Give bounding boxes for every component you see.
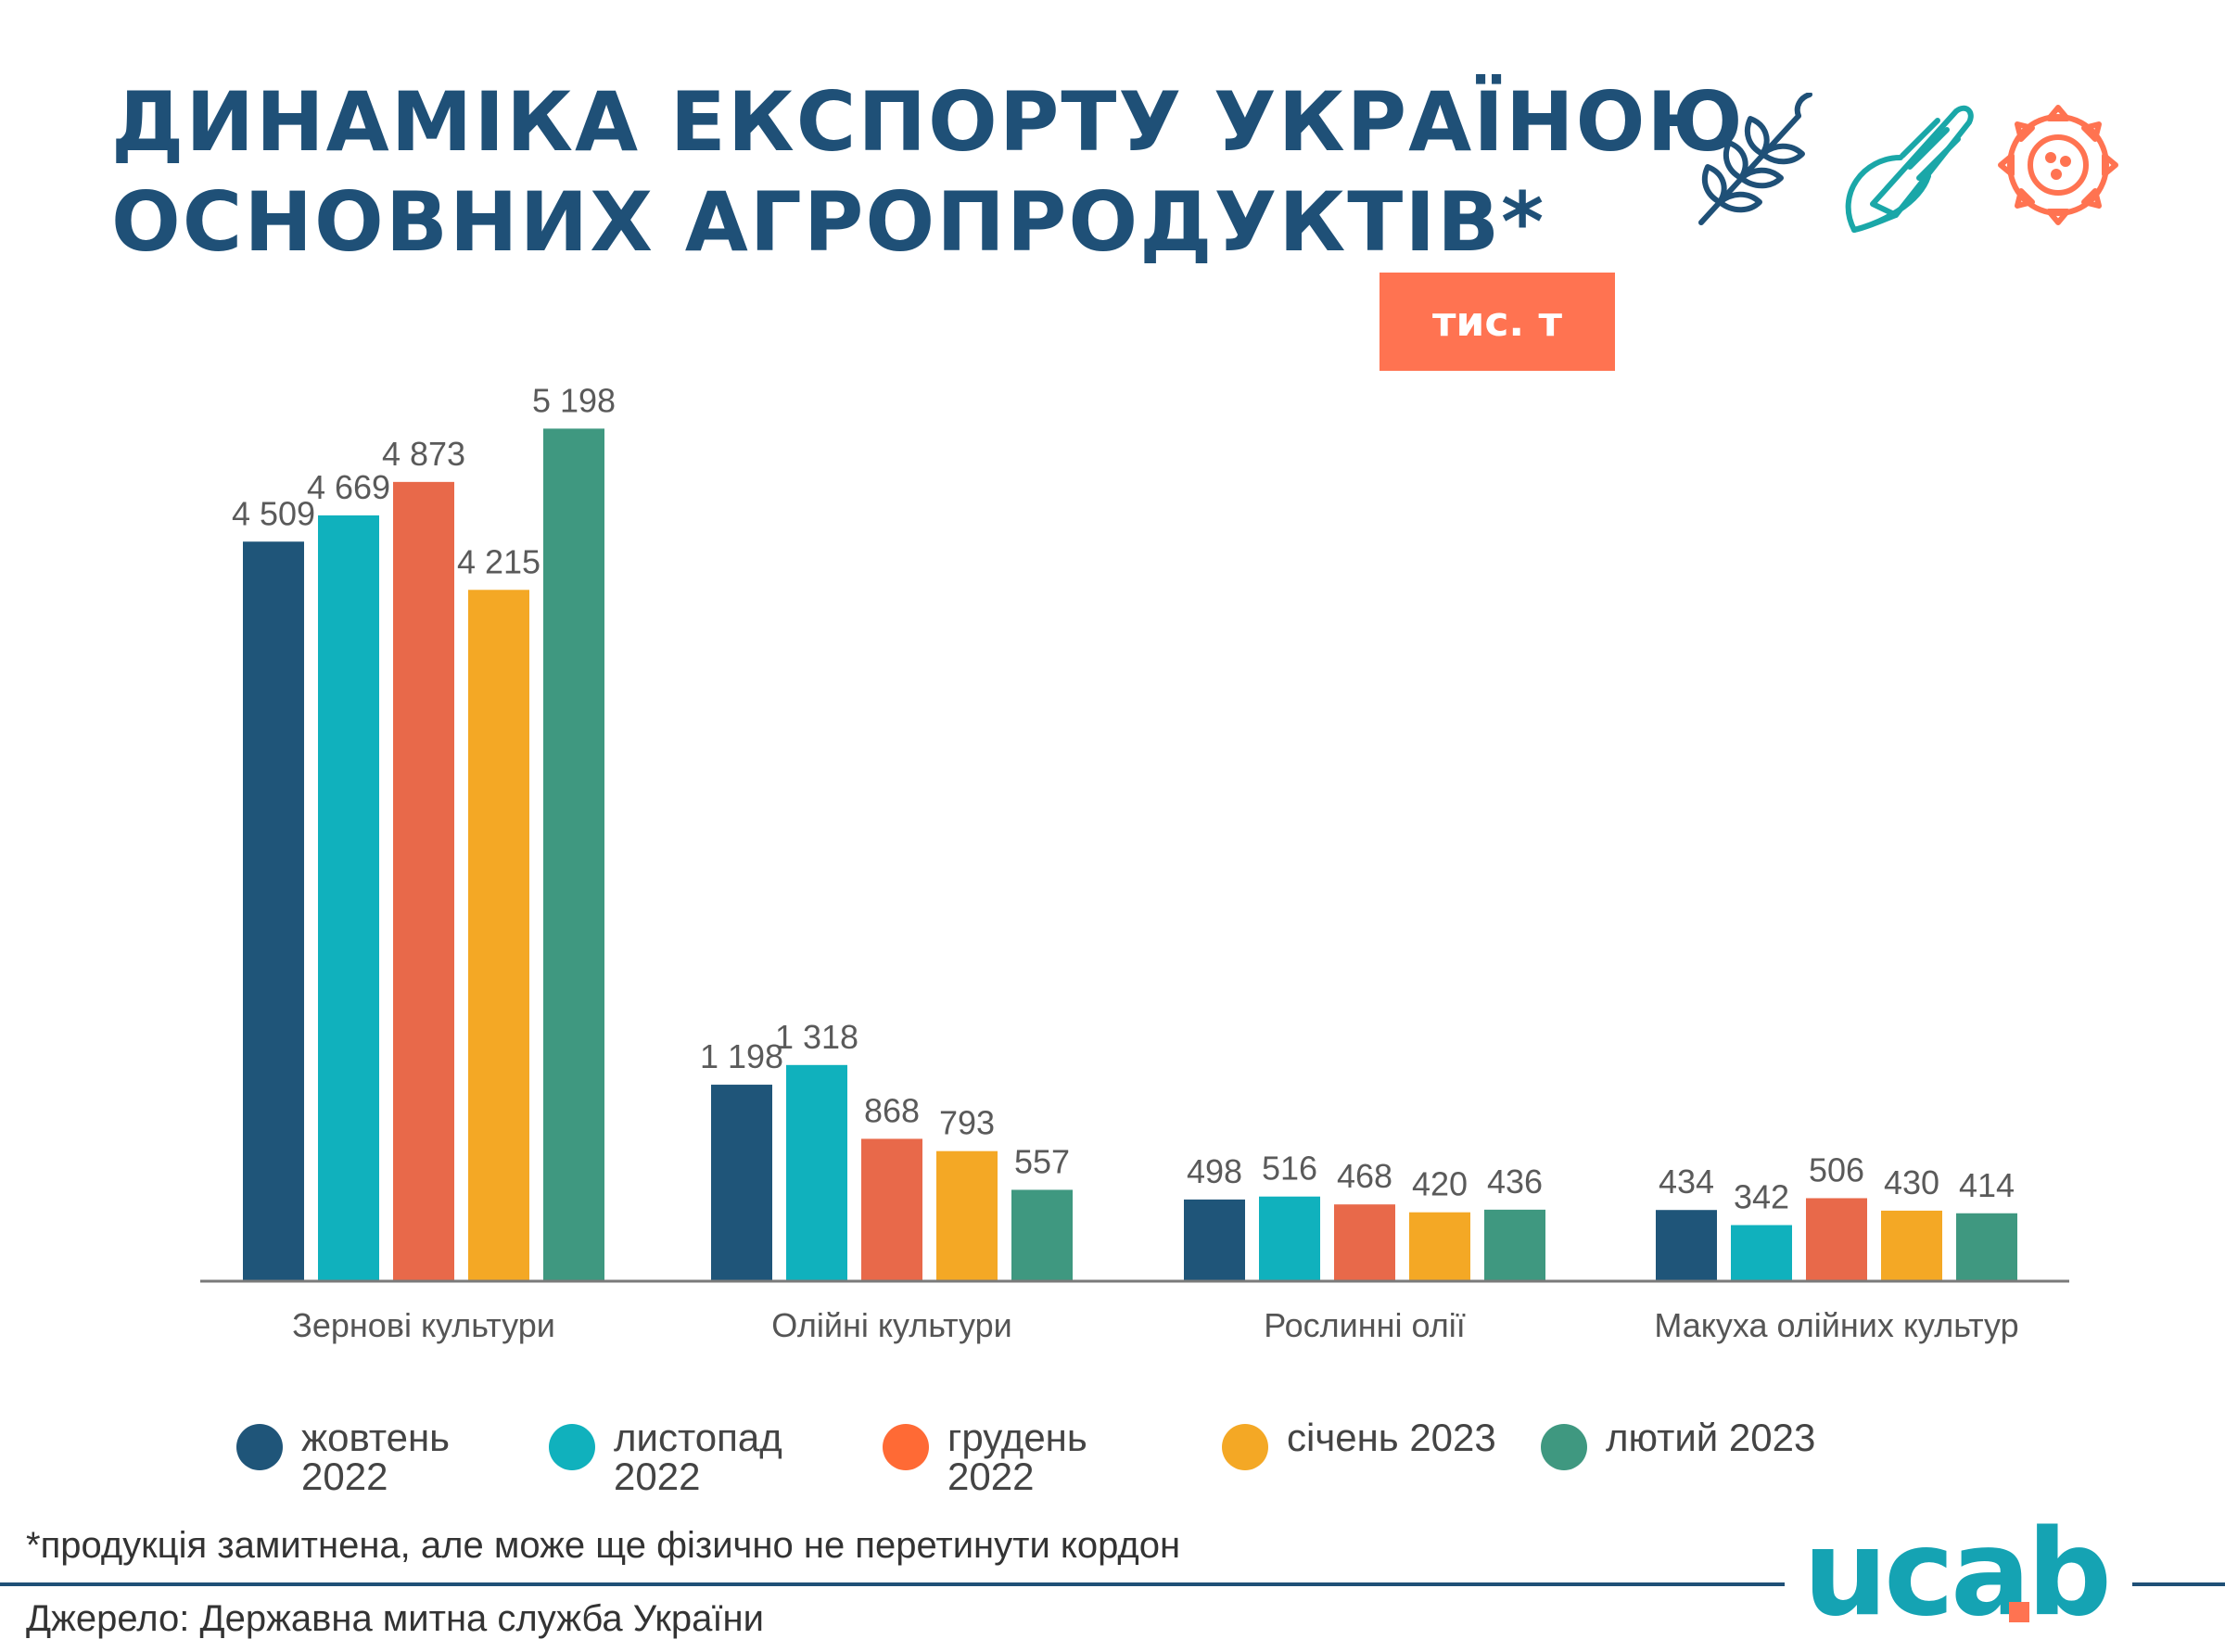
category-label-3: Рослинні олії (1264, 1306, 1466, 1344)
bar-1-1 (243, 541, 304, 1281)
data-label-3-2: 516 (1262, 1150, 1317, 1188)
data-label-1-4: 4 215 (457, 542, 540, 580)
divider-right (2132, 1582, 2225, 1586)
bar-2-1 (711, 1085, 772, 1281)
legend-label-5: лютий 2023 (1606, 1416, 1816, 1459)
page-title: ДИНАМІКА ЕКСПОРТУ УКРАЇНОЮ ОСНОВНИХ АГРО… (111, 72, 1745, 273)
data-label-4-4: 430 (1884, 1163, 1939, 1201)
legend-label-4: січень 2023 (1287, 1416, 1496, 1459)
legend: жовтень 2022 листопад 2022 грудень 2022 … (0, 1418, 2225, 1520)
category-label-1: Зернові культури (292, 1306, 555, 1344)
data-label-2-2: 1 318 (775, 1018, 858, 1056)
data-label-1-1: 4 509 (232, 494, 315, 532)
bar-4-1 (1656, 1210, 1717, 1281)
sunflower-icon (1998, 105, 2118, 225)
bar-3-3 (1334, 1204, 1395, 1281)
data-label-2-4: 793 (939, 1104, 995, 1142)
bar-2-2 (786, 1064, 847, 1281)
bar-3-5 (1484, 1209, 1545, 1281)
data-label-1-3: 4 873 (382, 435, 465, 473)
legend-item-5: лютий 2023 (1541, 1418, 1819, 1470)
footnote: *продукція замитнена, але може ще фізичн… (26, 1525, 1181, 1566)
bar-3-1 (1184, 1199, 1245, 1281)
data-label-2-3: 868 (864, 1091, 920, 1129)
legend-swatch-3 (883, 1424, 929, 1470)
bars-layer (243, 428, 2017, 1281)
legend-item-2: листопад 2022 (549, 1418, 827, 1496)
bar-4-2 (1731, 1225, 1792, 1281)
legend-label-1: жовтень 2022 (301, 1416, 451, 1498)
bar-4-5 (1956, 1213, 2017, 1281)
legend-swatch-1 (236, 1424, 283, 1470)
bar-4-4 (1881, 1210, 1942, 1281)
bar-2-4 (936, 1150, 998, 1281)
legend-item-3: грудень 2022 (883, 1418, 1161, 1496)
unit-label: тис. т (1432, 298, 1562, 346)
bar-3-4 (1409, 1212, 1470, 1281)
category-labels-layer: Зернові культури Олійні культури Рослинні … (292, 1306, 2019, 1344)
legend-label-2: листопад 2022 (614, 1416, 782, 1498)
category-label-4: Макуха олійних культур (1654, 1306, 2018, 1344)
unit-badge: тис. т (1380, 273, 1615, 371)
bar-3-2 (1259, 1196, 1320, 1281)
data-label-4-1: 434 (1659, 1163, 1714, 1201)
logo-text: ucab (1803, 1505, 2112, 1643)
data-label-1-2: 4 669 (307, 468, 390, 506)
corn-icon (1845, 105, 1974, 233)
wheat-icon (1698, 93, 1812, 225)
bar-2-5 (1011, 1189, 1073, 1281)
bar-1-3 (393, 481, 454, 1281)
legend-swatch-2 (549, 1424, 595, 1470)
agro-icons (1698, 93, 2118, 233)
legend-item-1: жовтень 2022 (236, 1418, 515, 1496)
divider-left (0, 1582, 1785, 1586)
data-label-4-5: 414 (1959, 1166, 2015, 1204)
legend-label-3: грудень 2022 (947, 1416, 1087, 1498)
bar-4-3 (1806, 1198, 1867, 1281)
logo-accent (2009, 1602, 2029, 1622)
data-label-3-3: 468 (1337, 1157, 1392, 1195)
data-label-3-4: 420 (1412, 1165, 1468, 1203)
legend-swatch-4 (1222, 1424, 1268, 1470)
bar-1-5 (543, 428, 604, 1281)
legend-item-4: січень 2023 (1222, 1418, 1500, 1470)
data-label-2-1: 1 198 (700, 1037, 783, 1075)
data-label-3-5: 436 (1487, 1163, 1543, 1201)
title-line-2: ОСНОВНИХ АГРОПРОДУКТІВ* (111, 174, 1546, 270)
ucab-logo: ucab (1803, 1515, 2118, 1633)
data-label-2-5: 557 (1014, 1142, 1070, 1180)
data-label-4-2: 342 (1734, 1177, 1789, 1215)
category-label-2: Олійні культури (771, 1306, 1012, 1344)
bar-1-4 (468, 590, 529, 1281)
source-note: Джерело: Державна митна служба України (26, 1598, 764, 1639)
data-label-1-5: 5 198 (532, 381, 616, 419)
data-label-4-3: 506 (1809, 1150, 1864, 1188)
bar-1-2 (318, 515, 379, 1281)
legend-swatch-5 (1541, 1424, 1587, 1470)
data-label-3-1: 498 (1187, 1152, 1242, 1190)
title-line-1: ДИНАМІКА ЕКСПОРТУ УКРАЇНОЮ (111, 74, 1745, 170)
bar-2-3 (861, 1138, 922, 1281)
